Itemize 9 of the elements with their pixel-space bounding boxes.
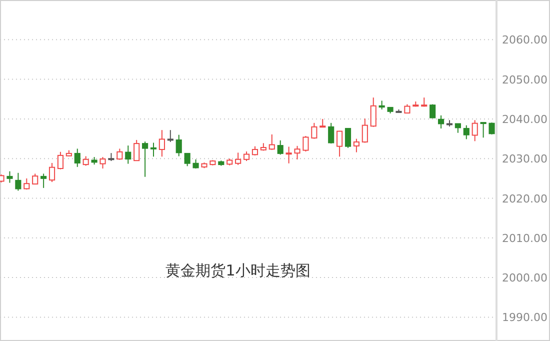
y-tick-label: 2000.00 [502,272,548,285]
text: 黄金期货1小时走势图 [166,262,310,280]
y-tick-label: 2020.00 [502,192,548,206]
y-tick-label: 2050.00 [502,73,548,86]
y-tick-label: 2060.00 [502,34,548,47]
y-tick-label: 1990.00 [502,311,548,324]
y-tick-label: 2040.00 [502,112,548,126]
y-tick-label: 2030.00 [502,152,548,166]
y-tick-label: 2010.00 [502,232,548,245]
